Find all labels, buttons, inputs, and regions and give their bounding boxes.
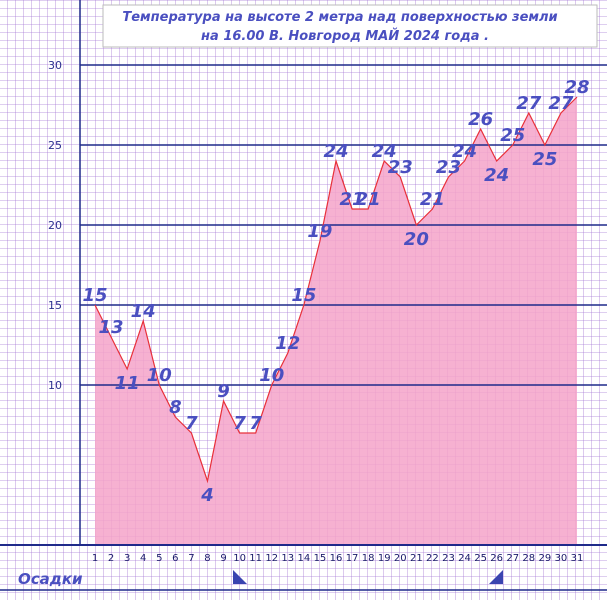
y-tick-label: 10 [48,379,62,392]
x-tick-label: 19 [378,553,391,564]
y-tick-label: 20 [48,219,62,232]
value-label: 10 [259,365,284,386]
value-label: 10 [147,365,172,386]
value-label: 21 [340,189,365,210]
value-label: 24 [323,141,348,162]
x-tick-label: 21 [410,553,423,564]
value-label: 23 [436,157,461,178]
line [94,96,578,484]
x-tick-label: 7 [188,553,194,564]
value-label: 26 [468,109,493,130]
x-tick-label: 29 [538,553,551,564]
x-tick-label: 23 [442,553,455,564]
y-tick-label: 30 [48,59,62,72]
chart-title: Температура на высоте 2 метра над поверх… [122,10,557,25]
value-label: 24 [372,141,397,162]
x-tick-label: 24 [458,553,471,564]
x-tick-label: 12 [265,553,278,564]
value-label: 7 [249,413,262,434]
value-label: 15 [82,285,107,306]
value-label: 27 [516,93,542,114]
value-label: 11 [115,373,140,394]
x-tick-label: 2 [108,553,114,564]
x-tick-label: 15 [314,553,327,564]
value-label: 24 [452,141,477,162]
x-tick-label: 10 [233,553,246,564]
y-tick-label: 15 [48,299,62,312]
x-tick-label: 26 [490,553,503,564]
value-label: 13 [99,317,124,338]
x-tick-label: 14 [297,553,310,564]
x-tick-label: 22 [426,553,439,564]
x-tick-label: 8 [204,553,210,564]
x-tick-label: 25 [474,553,487,564]
x-tick-label: 16 [330,553,343,564]
value-label: 28 [564,77,589,98]
value-label: 21 [356,189,381,210]
x-tick-label: 9 [220,553,226,564]
x-tick-label: 31 [571,553,584,564]
value-label: 12 [275,333,300,354]
x-tick-label: 6 [172,553,178,564]
x-tick-label: 28 [522,553,535,564]
value-label: 27 [548,93,574,114]
x-tick-label: 27 [506,553,519,564]
title-box [102,4,598,48]
value-label: 14 [131,301,156,322]
x-tick-label: 17 [346,553,359,564]
value-label: 9 [217,381,230,402]
value-label: 25 [500,125,525,146]
value-label: 23 [388,157,413,178]
value-label: 8 [169,397,182,418]
x-tick-label: 20 [394,553,407,564]
precipitation-marker [233,570,247,584]
value-label: 15 [291,285,316,306]
y-tick-label: 25 [48,139,62,152]
chart-subtitle: на 16.00 В. Новгород МАЙ 2024 года . [201,28,489,44]
x-tick-label: 18 [362,553,375,564]
precipitation-label: Осадки [18,570,83,588]
value-label: 4 [200,485,214,506]
area [95,97,577,545]
value-label: 19 [307,221,332,242]
x-tick-label: 13 [281,553,294,564]
x-tick-label: 11 [249,553,262,564]
x-tick-label: 4 [140,553,146,564]
value-label: 7 [233,413,246,434]
x-tick-label: 30 [555,553,568,564]
value-label: 25 [532,149,557,170]
value-label: 7 [185,413,198,434]
x-tick-label: 3 [124,553,130,564]
value-label: 24 [484,165,509,186]
precipitation-marker [489,570,503,584]
plot: 1015202530115213311414510687784991071171… [48,59,607,564]
x-tick-label: 1 [92,553,98,564]
value-label: 20 [404,229,429,250]
value-label: 21 [420,189,445,210]
x-tick-label: 5 [156,553,162,564]
